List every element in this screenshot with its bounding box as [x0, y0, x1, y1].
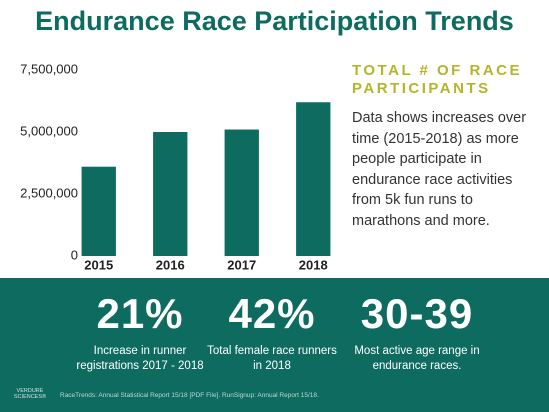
stat-caption: Increase in runner registrations 2017 - …	[76, 345, 204, 372]
stat-value: 42%	[228, 290, 316, 337]
y-tick-label: 5,000,000	[20, 123, 78, 138]
logo: VERDURE SCIENCES®	[13, 388, 47, 400]
source: RaceTrends: Annual Statistical Report 15…	[60, 392, 319, 399]
stat: 21% Increase in runner registrations 201…	[65, 290, 215, 374]
stat-value: 21%	[96, 290, 184, 337]
stats-band: 21% Increase in runner registrations 201…	[0, 278, 549, 412]
bar	[224, 129, 259, 256]
stat: 42% Total female race runners in 2018	[197, 290, 347, 374]
stat: 30-39 Most active age range in endurance…	[342, 290, 492, 374]
x-tick-label: 2017	[227, 257, 256, 272]
bar	[81, 166, 116, 256]
title: Endurance Race Participation Trends	[35, 6, 514, 36]
bar	[296, 102, 331, 256]
x-tick-label: 2015	[84, 257, 113, 272]
y-tick-label: 7,500,000	[20, 61, 78, 76]
stat-caption: Most active age range in endurance races…	[354, 345, 480, 372]
bar	[153, 132, 188, 256]
y-tick-label: 0	[71, 247, 78, 262]
x-tick-label: 2018	[299, 257, 328, 272]
chart: 0 2,500,000 5,000,000 7,500,000 2015 2016 2017…	[20, 61, 331, 272]
sidebar-body: Data shows increases over time (2015-201…	[352, 110, 527, 229]
stat-value: 30-39	[360, 290, 474, 337]
sidebar-heading: TOTAL # OF RACE PARTICIPANTS	[352, 62, 523, 97]
y-tick-label: 2,500,000	[20, 185, 78, 200]
stat-caption: Total female race runners in 2018	[207, 345, 337, 372]
x-tick-label: 2016	[156, 257, 185, 272]
